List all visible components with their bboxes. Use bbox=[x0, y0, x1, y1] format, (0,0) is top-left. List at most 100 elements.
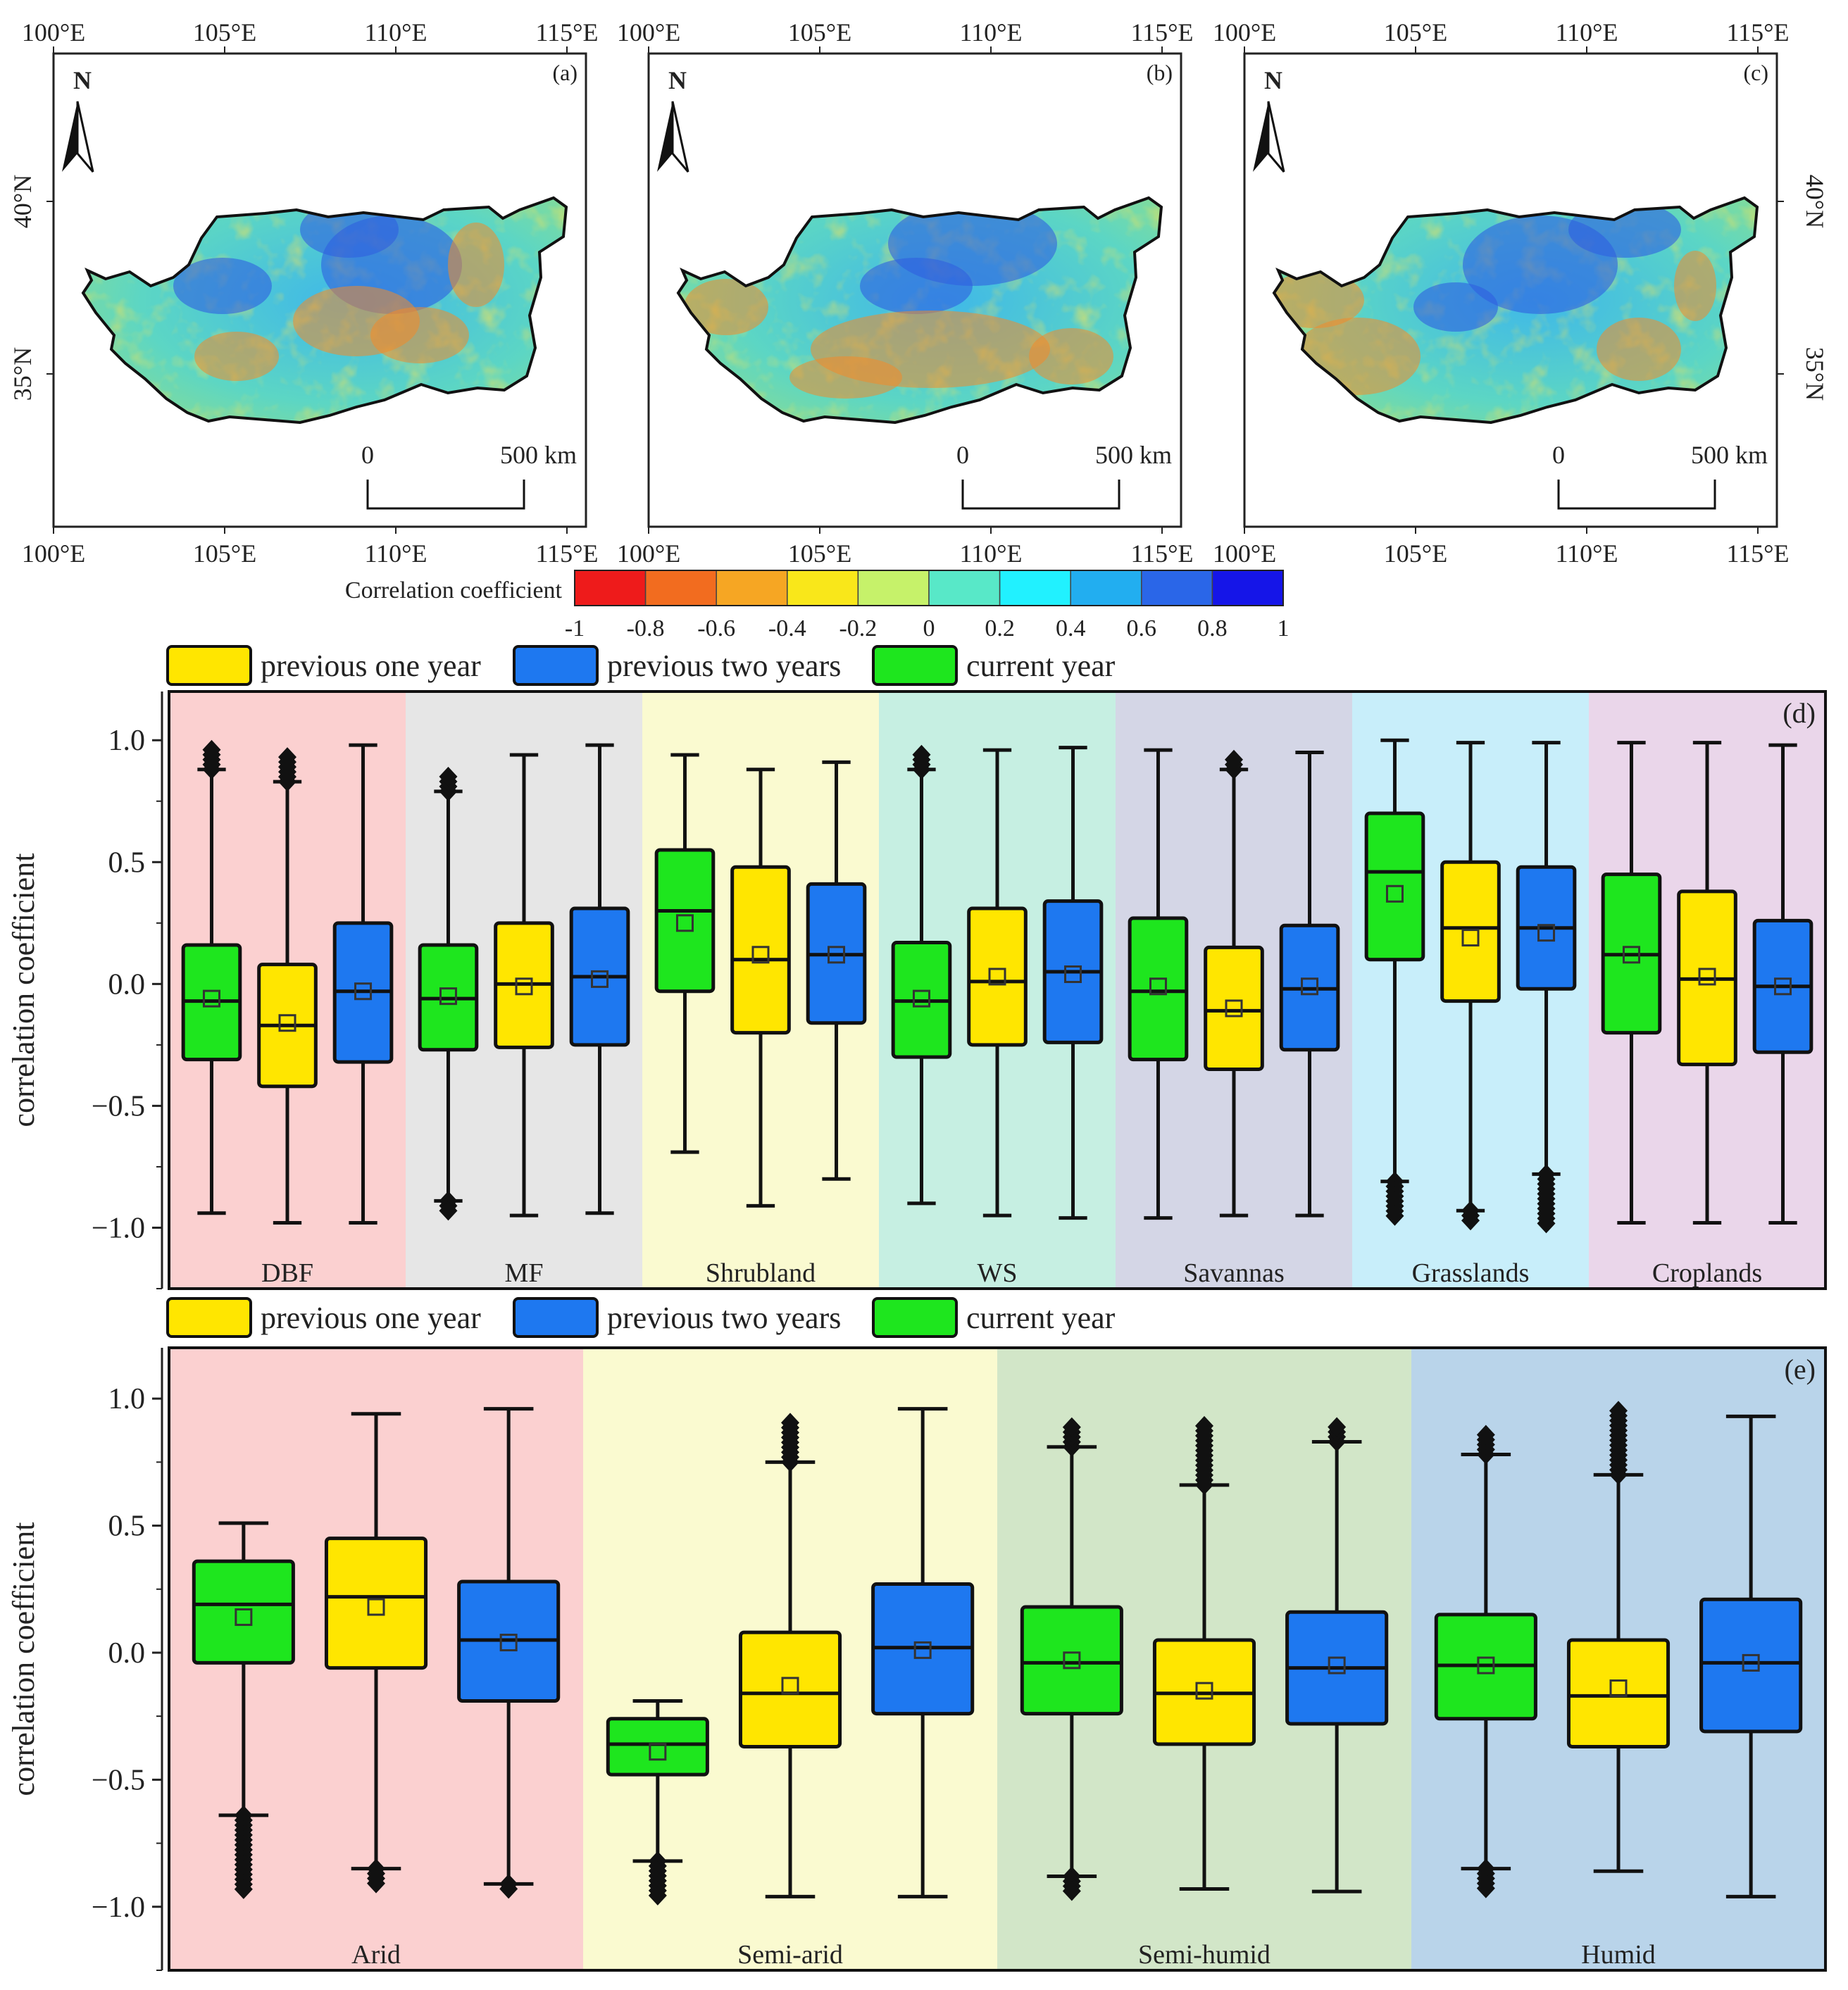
lat-tick-label-right: 40°N bbox=[1801, 175, 1829, 228]
lon-tick-label-bottom: 105°E bbox=[193, 539, 256, 568]
raster-low-corr bbox=[1674, 251, 1716, 321]
legend-swatch bbox=[872, 1297, 958, 1338]
lon-tick-label-bottom: 115°E bbox=[1130, 539, 1193, 568]
outlier-point bbox=[278, 747, 296, 768]
outlier-point bbox=[367, 1873, 385, 1894]
map-panel-label: (c) bbox=[1743, 60, 1768, 85]
box-semi-humid-previous-two-years bbox=[1285, 1417, 1389, 1894]
legend-swatch bbox=[872, 645, 958, 686]
outlier-point bbox=[781, 1413, 799, 1433]
box-semi-humid-current-year bbox=[1020, 1417, 1123, 1901]
legend-label: previous two years bbox=[607, 649, 841, 683]
lon-tick-label-bottom: 110°E bbox=[1555, 539, 1618, 568]
lon-tick-label-bottom: 105°E bbox=[1384, 539, 1447, 568]
box-mean-marker bbox=[1149, 977, 1167, 996]
box-savannas-previous-two-years bbox=[1279, 751, 1340, 1218]
box-iqr bbox=[1440, 860, 1501, 1003]
box-humid-current-year bbox=[1434, 1425, 1537, 1898]
colorbar-frame bbox=[574, 570, 1284, 606]
box-dbf-previous-one-year bbox=[257, 747, 318, 1225]
colorbar-swatch bbox=[787, 570, 859, 606]
map-raster bbox=[1274, 198, 1757, 423]
lon-tick-label-top: 105°E bbox=[1384, 18, 1447, 46]
north-arrow-left bbox=[62, 101, 77, 172]
lon-tick-label-top: 105°E bbox=[193, 18, 256, 46]
box-savannas-current-year bbox=[1128, 748, 1189, 1220]
box-iqr bbox=[1204, 945, 1264, 1071]
box-mean-marker bbox=[1064, 965, 1082, 984]
scale-end: 500 km bbox=[1095, 441, 1172, 469]
outlier-point bbox=[1062, 1881, 1081, 1901]
box-mean-marker bbox=[828, 946, 846, 964]
box-mean-marker bbox=[1622, 946, 1640, 964]
colorbar-swatch bbox=[574, 570, 647, 606]
y-axis-title: correlation coefficient bbox=[6, 853, 41, 1127]
box-semi-arid-previous-one-year bbox=[738, 1413, 842, 1898]
lon-tick-label-top: 110°E bbox=[364, 18, 427, 46]
box-mean-marker bbox=[649, 1743, 667, 1761]
lon-tick-label-bottom: 100°E bbox=[1213, 539, 1276, 568]
box-mean-marker bbox=[367, 1598, 385, 1616]
outlier-point bbox=[202, 739, 221, 760]
colorbar-swatch bbox=[716, 570, 788, 606]
plateau-boundary bbox=[1272, 196, 1759, 425]
colorbar-tick-label: 0 bbox=[923, 615, 935, 642]
raster-low-corr bbox=[448, 223, 504, 307]
outlier-point bbox=[1385, 1206, 1404, 1226]
legend-e: previous one year previous two years curre… bbox=[166, 1297, 1116, 1338]
map-panel-c: N (c) 0 500 km 100°E 100°E 105°E 105°E 110°E 110°… bbox=[1213, 18, 1829, 568]
box-mean-marker bbox=[1742, 1653, 1760, 1672]
box-arid-previous-two-years bbox=[457, 1407, 561, 1899]
map-panel-label: (a) bbox=[552, 60, 578, 85]
box-iqr bbox=[1128, 916, 1189, 1062]
scale-zero: 0 bbox=[1552, 441, 1565, 469]
raster-low-corr bbox=[1029, 328, 1113, 384]
group-label: Semi-arid bbox=[737, 1940, 843, 1970]
y-tick-label: 0.0 bbox=[108, 1637, 146, 1670]
scale-bar-line bbox=[961, 480, 1120, 510]
box-iqr bbox=[738, 1630, 842, 1748]
north-arrow-left bbox=[657, 101, 673, 172]
legend-swatch bbox=[513, 1297, 599, 1338]
y-tick-label: 0.5 bbox=[108, 1510, 146, 1543]
box-dbf-previous-two-years bbox=[332, 743, 394, 1225]
scale-bar: 0 500 km bbox=[956, 441, 1172, 510]
outlier-point bbox=[499, 1879, 518, 1899]
scale-bar-line bbox=[366, 480, 525, 510]
y-tick-label: −0.5 bbox=[92, 1090, 145, 1122]
legend-swatch bbox=[166, 645, 252, 686]
north-label: N bbox=[668, 66, 687, 94]
legend-item: previous two years bbox=[513, 645, 841, 686]
legend-item: previous one year bbox=[166, 645, 481, 686]
colorbar-title: Correlation coefficient bbox=[345, 577, 563, 603]
group-label: Arid bbox=[351, 1940, 401, 1970]
box-arid-previous-one-year bbox=[324, 1412, 428, 1894]
colorbar-swatch bbox=[1141, 570, 1213, 606]
box-iqr bbox=[192, 1559, 295, 1665]
raster-low-corr bbox=[684, 279, 768, 335]
y-axis-title: correlation coefficient bbox=[6, 1522, 41, 1796]
lat-tick-label-right: 35°N bbox=[1801, 347, 1829, 401]
outlier-point bbox=[1609, 1401, 1628, 1421]
scale-bar: 0 500 km bbox=[361, 441, 577, 510]
outlier-point bbox=[234, 1879, 253, 1899]
group-label: Grasslands bbox=[1412, 1258, 1530, 1288]
box-mean-marker bbox=[202, 989, 220, 1008]
outlier-point bbox=[1537, 1213, 1556, 1234]
y-tick-label: −1.0 bbox=[92, 1212, 145, 1244]
lon-tick-label-top: 110°E bbox=[959, 18, 1022, 46]
scale-bar: 0 500 km bbox=[1552, 441, 1768, 510]
box-mean-marker bbox=[912, 989, 930, 1008]
plateau-boundary bbox=[676, 196, 1163, 425]
box-iqr bbox=[606, 1717, 709, 1777]
colorbar-swatch bbox=[1211, 570, 1284, 606]
box-mean-marker bbox=[1537, 924, 1556, 942]
boxplot-panel-e: 1.0 0.5 0.0 −0.5 −1.0 correlation coefficient… bbox=[6, 1346, 1827, 1972]
lon-tick-label-bottom: 100°E bbox=[617, 539, 680, 568]
north-arrow: N bbox=[62, 66, 94, 173]
group-label: Shrubland bbox=[706, 1258, 816, 1288]
lon-tick-label-top: 100°E bbox=[617, 18, 680, 46]
box-mean-marker bbox=[1225, 999, 1243, 1018]
north-arrow-left bbox=[1253, 101, 1268, 172]
